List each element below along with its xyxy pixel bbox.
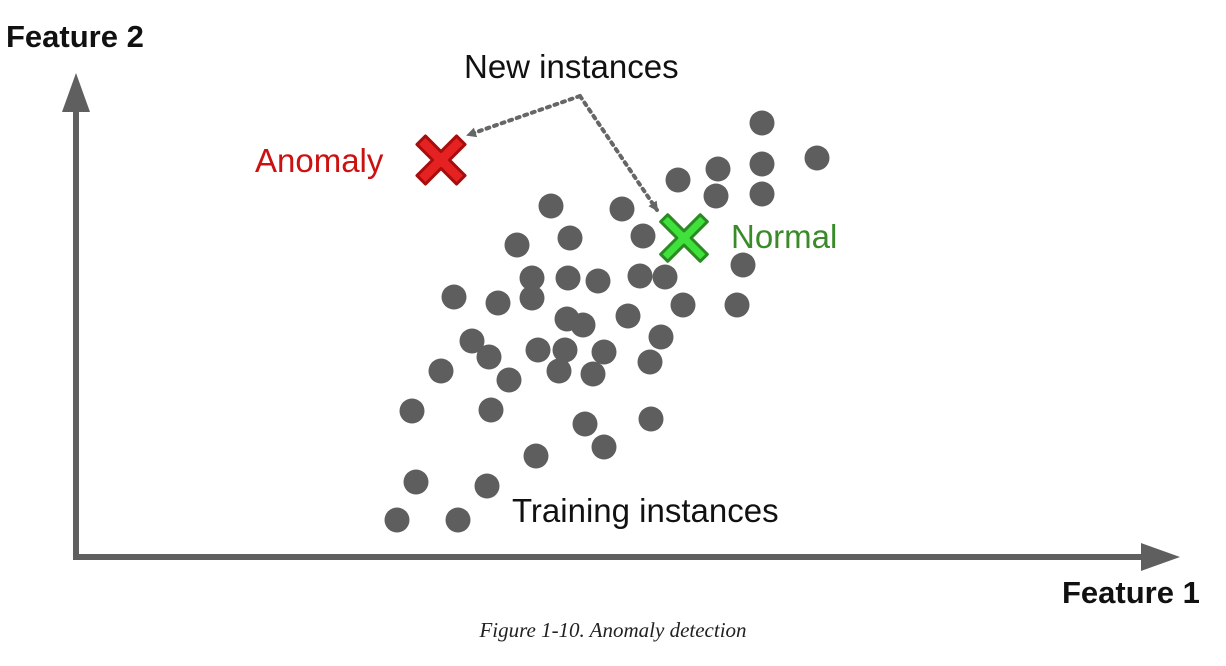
training-instance-point — [652, 264, 678, 290]
y-axis-arrowhead — [62, 73, 90, 112]
training-instance-point — [552, 337, 578, 363]
training-instance-point — [555, 265, 581, 291]
training-instance-point — [538, 193, 564, 219]
training-instance-point — [523, 443, 549, 469]
training-instance-point — [525, 337, 551, 363]
training-instance-point — [441, 284, 467, 310]
figure-caption: Figure 1-10. Anomaly detection — [478, 618, 746, 642]
training-instance-point — [428, 358, 454, 384]
training-instance-point — [804, 145, 830, 171]
training-instance-point — [580, 361, 606, 387]
training-instances-label: Training instances — [512, 492, 779, 529]
training-instance-point — [630, 223, 656, 249]
training-instance-point — [459, 328, 485, 354]
training-instance-point — [670, 292, 696, 318]
training-instance-point — [557, 225, 583, 251]
training-instance-point — [609, 196, 635, 222]
training-instance-point — [546, 358, 572, 384]
normal-label: Normal — [731, 218, 837, 255]
training-instance-point — [749, 181, 775, 207]
training-instance-point — [665, 167, 691, 193]
training-instance-point — [478, 397, 504, 423]
axes — [62, 73, 1180, 571]
training-instance-point — [519, 285, 545, 311]
training-instance-point — [705, 156, 731, 182]
x-axis-arrowhead — [1141, 543, 1180, 571]
training-instance-point — [585, 268, 611, 294]
training-instance-point — [648, 324, 674, 350]
arrow-to-anomaly — [466, 94, 582, 138]
training-instance-point — [403, 469, 429, 495]
training-points — [384, 110, 830, 533]
training-instance-point — [476, 344, 502, 370]
training-instance-point — [504, 232, 530, 258]
training-instance-point — [724, 292, 750, 318]
training-instance-point — [474, 473, 500, 499]
normal-x-marker — [659, 213, 709, 263]
training-instance-point — [519, 265, 545, 291]
training-instance-point — [591, 339, 617, 365]
training-instance-point — [749, 110, 775, 136]
new-instance-arrows — [466, 94, 659, 212]
x-axis-label: Feature 1 — [1062, 575, 1200, 610]
arrow-to-normal — [578, 94, 659, 212]
training-instance-point — [637, 349, 663, 375]
training-instance-point — [384, 507, 410, 533]
training-instance-point — [591, 434, 617, 460]
training-instance-point — [703, 183, 729, 209]
training-instance-point — [399, 398, 425, 424]
training-instance-point — [485, 290, 511, 316]
training-instance-point — [496, 367, 522, 393]
training-instance-point — [627, 263, 653, 289]
training-instance-point — [638, 406, 664, 432]
training-instance-point — [615, 303, 641, 329]
training-instance-point — [445, 507, 471, 533]
training-instance-point — [730, 252, 756, 278]
y-axis-label: Feature 2 — [6, 19, 144, 54]
training-instance-point — [570, 312, 596, 338]
new-instances-label: New instances — [464, 48, 679, 85]
training-instance-point — [749, 151, 775, 177]
anomaly-x-marker — [415, 134, 467, 186]
training-instance-point — [572, 411, 598, 437]
anomaly-label: Anomaly — [255, 142, 384, 179]
